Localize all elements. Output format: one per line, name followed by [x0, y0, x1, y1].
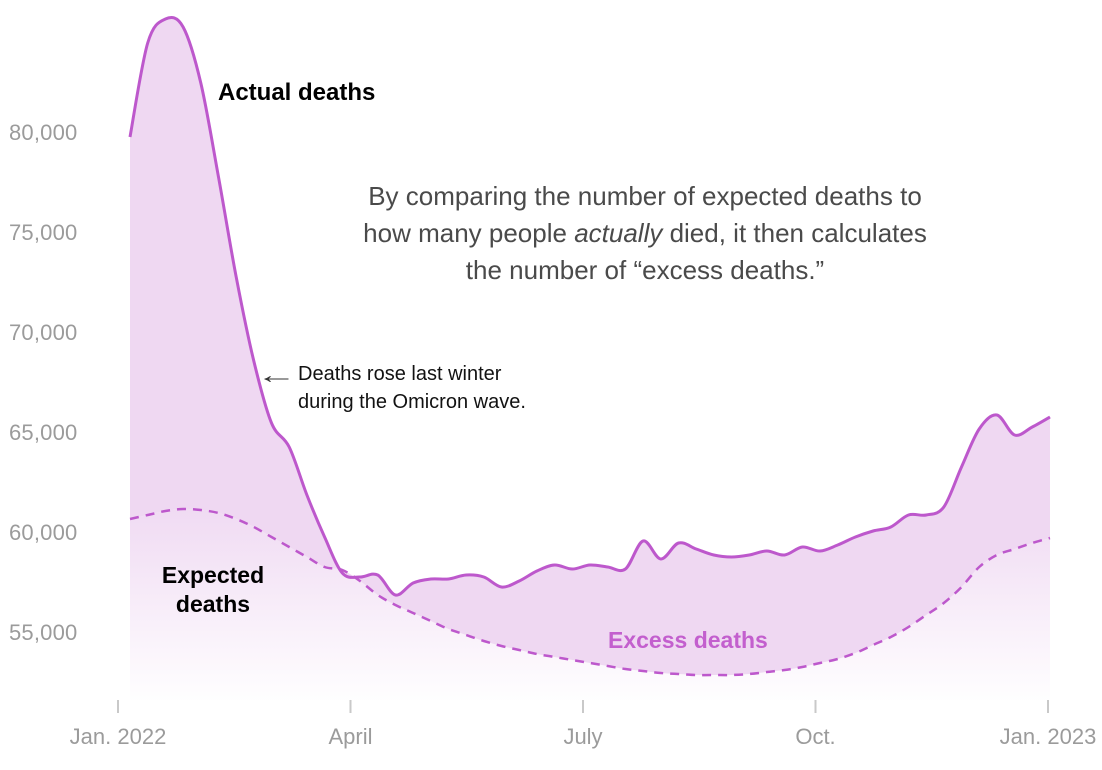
x-axis-label: Jan. 2023	[999, 724, 1097, 749]
actual-deaths-line	[128, 16, 1051, 597]
expected-deaths-label-line2: deaths	[175, 591, 251, 617]
center-annotation-line2-pre: how many people	[363, 218, 575, 248]
center-annotation-line1: By comparing the number of expected deat…	[368, 181, 922, 211]
x-axis-label: Jan. 2022	[69, 724, 167, 749]
expected-deaths-label-line1: Expected	[161, 562, 265, 588]
y-axis-label: 65,000	[9, 420, 78, 445]
y-axis-label: 55,000	[9, 620, 78, 645]
center-annotation-line2-italic: actually	[574, 218, 663, 248]
center-annotation-line2-post: died, it then calculates	[662, 218, 927, 248]
expected-deaths-line	[129, 507, 1051, 677]
y-axis-label: 60,000	[9, 520, 78, 545]
actual-deaths-label: Actual deaths	[218, 79, 376, 106]
y-axis-label: 75,000	[9, 220, 78, 245]
x-axis-label: Oct.	[795, 724, 836, 749]
y-axis-label: 80,000	[9, 120, 78, 145]
center-annotation-line2: how many people actually died, it then c…	[295, 215, 995, 252]
center-annotation: By comparing the number of expected deat…	[295, 178, 995, 289]
omicron-annotation-line2: during the Omicron wave.	[298, 390, 526, 413]
y-axis-label: 70,000	[9, 320, 78, 345]
left-arrow-icon: ←	[256, 362, 297, 389]
x-axis-label: July	[563, 724, 603, 749]
omicron-annotation-line1: Deaths rose last winter	[298, 363, 502, 385]
fade-area-below-expected	[130, 508, 1050, 700]
excess-deaths-label: Excess deaths	[608, 627, 768, 653]
x-axis-tick-marks	[117, 700, 1049, 713]
omicron-annotation: Deaths rose last winter during the Omicr…	[298, 361, 526, 416]
center-annotation-line3: the number of “excess deaths.”	[465, 255, 825, 285]
expected-deaths-label: Expected deaths	[139, 561, 287, 619]
x-axis-label: April	[328, 724, 373, 749]
